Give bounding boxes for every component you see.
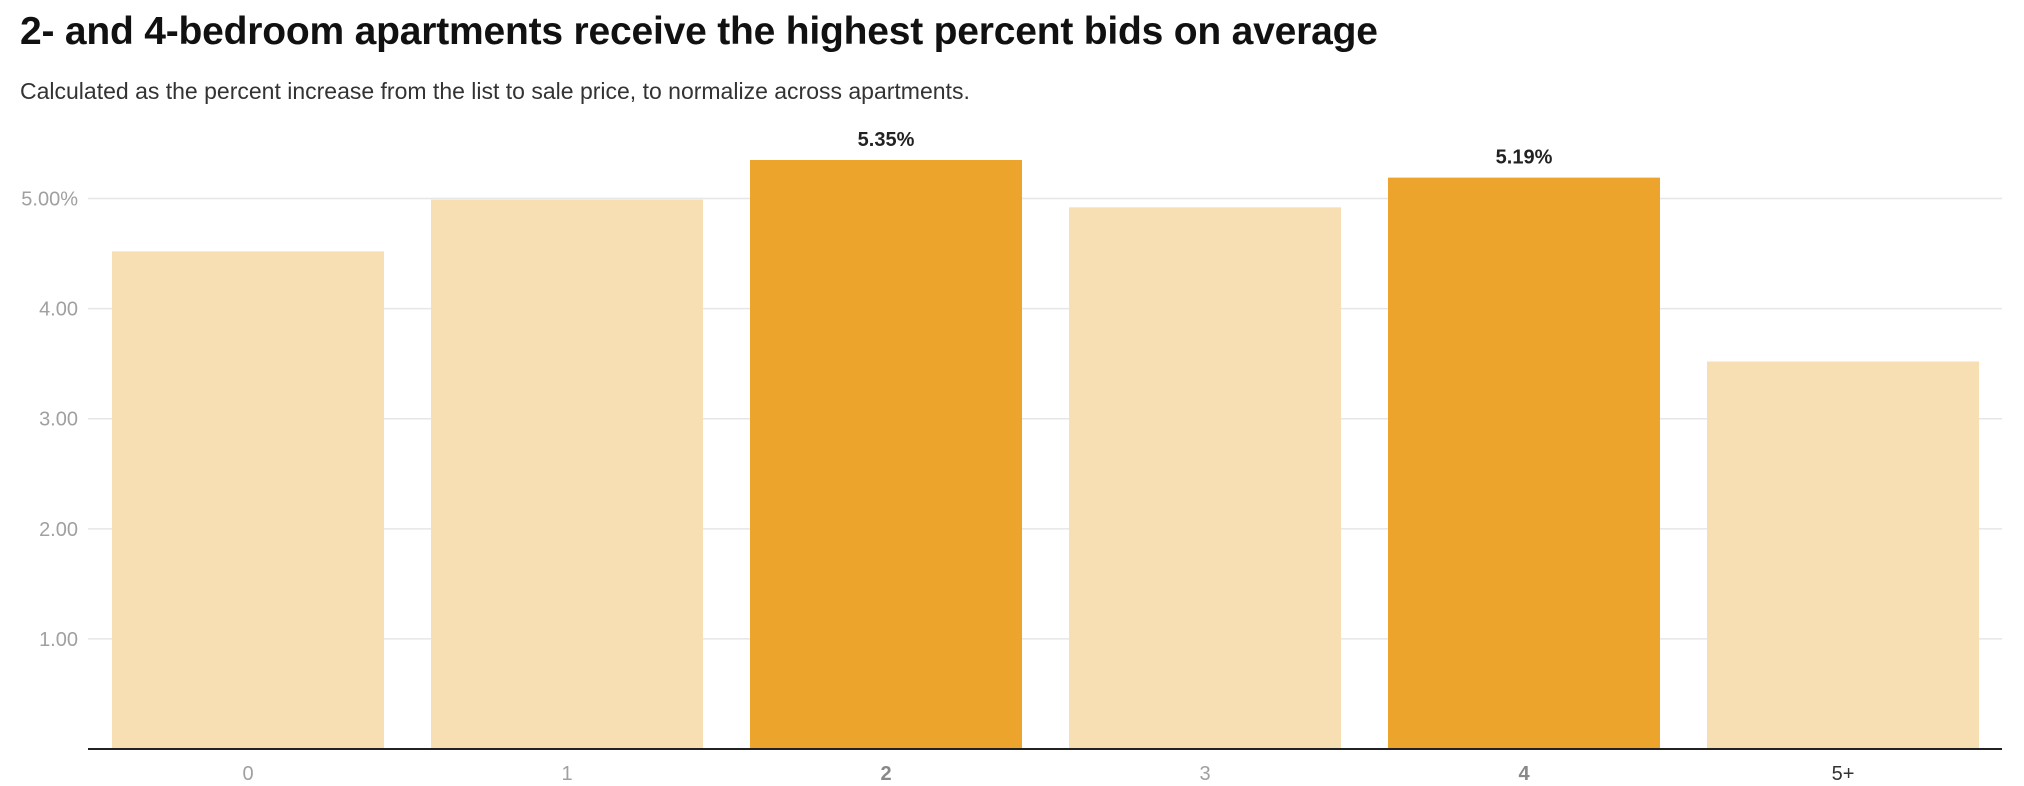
bar-2 (750, 160, 1022, 749)
labels: 0 1 2 5.35% 3 4 5.19% 5+ (242, 129, 1854, 785)
bar-4 (1388, 177, 1660, 749)
y-tick-label: 5.00% (21, 189, 78, 211)
y-tick-label: 1.00 (39, 629, 78, 651)
axes: 1.00 2.00 3.00 4.00 5.00% (21, 189, 2002, 750)
gridlines (88, 197, 2002, 640)
bar-0 (112, 251, 384, 749)
x-category-label: 5+ (1832, 763, 1855, 785)
x-category-label: 4 (1518, 763, 1530, 785)
y-tick-label: 2.00 (39, 519, 78, 541)
bar-3 (1069, 207, 1341, 749)
x-category-label: 0 (242, 763, 253, 785)
chart-subtitle: Calculated as the percent increase from … (20, 78, 970, 104)
x-category-label: 1 (561, 763, 572, 785)
bar-5plus (1707, 361, 1979, 749)
x-category-label: 3 (1199, 763, 1210, 785)
x-category-label: 2 (880, 763, 891, 785)
data-label: 5.19% (1496, 147, 1553, 169)
bar-1 (431, 199, 703, 749)
bars (112, 160, 1979, 749)
chart-title: 2- and 4-bedroom apartments receive the … (20, 10, 1378, 53)
data-label: 5.35% (858, 129, 915, 151)
y-tick-label: 3.00 (39, 409, 78, 431)
y-tick-label: 4.00 (39, 299, 78, 321)
